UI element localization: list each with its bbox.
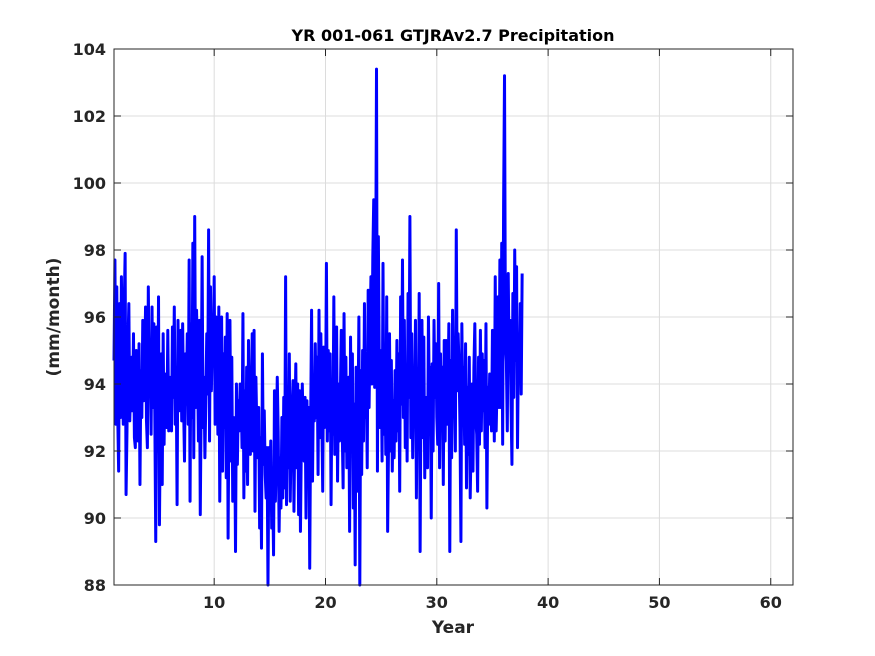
y-tick-label-104: 104 xyxy=(73,40,106,59)
x-tick-label-50: 50 xyxy=(648,593,670,612)
x-tick-label-40: 40 xyxy=(537,593,559,612)
chart-title: YR 001-061 GTJRAv2.7 Precipitation xyxy=(290,26,614,45)
x-tick-label-30: 30 xyxy=(426,593,448,612)
y-tick-label-88: 88 xyxy=(84,576,106,595)
series-group xyxy=(112,67,524,587)
series-line-0 xyxy=(112,67,524,587)
y-tick-label-94: 94 xyxy=(84,375,106,394)
ticks: 10 20 30 40 50 60 88 90 92 94 96 98 100 102 104 xyxy=(73,40,793,612)
x-tick-label-20: 20 xyxy=(314,593,336,612)
y-tick-label-96: 96 xyxy=(84,308,106,327)
y-tick-label-98: 98 xyxy=(84,241,106,260)
x-axis-label: Year xyxy=(431,618,475,638)
y-tick-label-90: 90 xyxy=(84,509,106,528)
y-tick-label-92: 92 xyxy=(84,442,106,461)
x-tick-label-10: 10 xyxy=(203,593,225,612)
x-tick-label-60: 60 xyxy=(760,593,782,612)
y-axis-label: (mm/month) xyxy=(44,258,64,377)
y-tick-label-100: 100 xyxy=(73,174,106,193)
y-tick-label-102: 102 xyxy=(73,107,106,126)
